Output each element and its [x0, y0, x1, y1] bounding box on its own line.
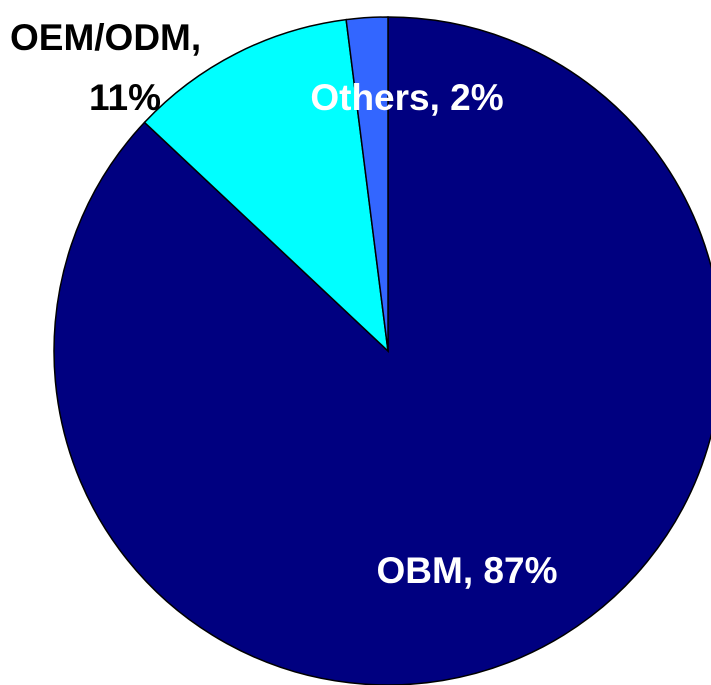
- data-label: OBM, 87%: [377, 550, 558, 591]
- data-label: OEM/ODM,: [10, 17, 201, 58]
- pie-slice: [143, 18, 390, 353]
- pie-slice: [345, 16, 389, 352]
- data-label: Others, 2%: [310, 77, 503, 118]
- pie-slice: [53, 16, 711, 685]
- data-label: 11%: [89, 77, 161, 118]
